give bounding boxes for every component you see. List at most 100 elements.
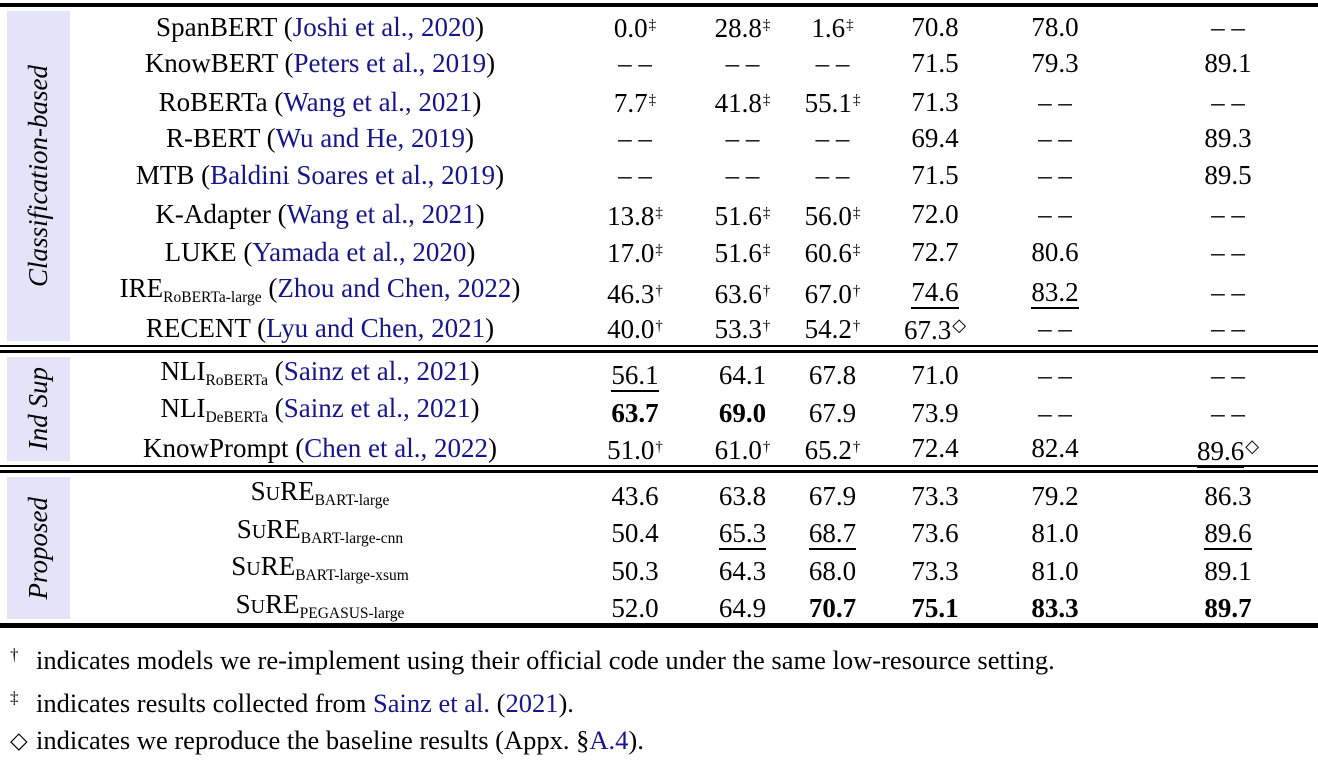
metric-cell: 68.7: [785, 515, 880, 553]
metric-value: 43.6: [611, 480, 659, 511]
metric-value: – –: [1211, 11, 1245, 42]
smallcap-letter: U: [265, 483, 281, 505]
citation-link[interactable]: Joshi et al., 2020: [292, 11, 475, 42]
model-name-cell: SUREBART-large-xsum: [70, 548, 570, 595]
metric-value: – –: [1211, 86, 1245, 117]
metric-cell: 28.8‡: [700, 7, 785, 48]
metric-cell: 17.0‡: [570, 232, 700, 273]
metric-cell: 54.2†: [785, 308, 880, 349]
footnote-text: indicates results collected from: [36, 688, 374, 718]
citation-link[interactable]: Baldini Soares et al., 2019: [210, 160, 496, 190]
row-group-rows: NLIRoBERTa (Sainz et al., 2021) 56.1 64.1 6…: [70, 353, 1318, 468]
metric-value: 68.0: [808, 555, 857, 586]
model-name: KnowPrompt: [143, 433, 289, 463]
model-name-subscript: BART-large-cnn: [300, 529, 404, 547]
citation-link[interactable]: Wang et al., 2021: [286, 199, 476, 229]
metric-value: – –: [618, 160, 652, 190]
metric-cell: 81.0: [990, 553, 1120, 591]
underlined-value: 74.6: [911, 277, 959, 309]
metric-value: – –: [1211, 236, 1245, 267]
footnote-citation-link[interactable]: A.4: [589, 725, 629, 755]
metric-cell: 41.8‡: [700, 82, 785, 123]
missing-value-cell: – –: [570, 157, 700, 195]
metric-value: 89.1: [1204, 47, 1252, 78]
footnote-citation-link[interactable]: Sainz et al.: [373, 688, 491, 718]
footnote-citation-link[interactable]: 2021: [505, 688, 559, 718]
metric-value: 41.8: [714, 88, 762, 118]
metric-value: 74.6: [911, 277, 959, 307]
results-table: Classification-based SpanBERT (Joshi et a…: [0, 3, 1318, 759]
missing-value-cell: – –: [570, 45, 700, 83]
metric-cell: 73.6: [880, 515, 990, 553]
missing-value-cell: – –: [785, 157, 880, 195]
missing-value-cell: – –: [700, 157, 785, 195]
row-group-band-column: Proposed: [0, 473, 70, 623]
metric-value: 86.3: [1204, 480, 1252, 511]
metric-value: 56.0: [804, 200, 852, 231]
dagger-marker: †: [852, 318, 861, 334]
metric-value: – –: [1038, 86, 1072, 117]
dagger-marker: ‡: [655, 204, 663, 221]
citation-link[interactable]: Chen et al., 2022: [304, 433, 488, 463]
metric-value: 89.5: [1204, 160, 1252, 190]
metric-cell: 67.3◇: [880, 307, 990, 350]
model-name-cell: R-BERT (Wu and He, 2019): [165, 122, 475, 153]
missing-value-cell: – –: [785, 45, 880, 83]
citation-link[interactable]: Zhou and Chen, 2022: [277, 272, 512, 303]
citation-link[interactable]: Wang et al., 2021: [283, 86, 473, 117]
missing-value-cell: – –: [990, 157, 1120, 195]
metric-value: 72.0: [911, 199, 959, 229]
smallcap-letter: U: [246, 558, 261, 580]
metric-value: 67.3: [903, 315, 952, 345]
metric-cell: 51.6‡: [700, 232, 785, 273]
metric-cell: 65.3: [700, 515, 785, 553]
citation-link[interactable]: Lyu and Chen, 2021: [266, 312, 486, 343]
underlined-value: 68.7: [808, 519, 857, 550]
metric-value: – –: [815, 160, 850, 190]
metric-cell: 72.0: [880, 196, 990, 234]
metric-cell: 0.0‡: [570, 7, 700, 48]
table-bottom-rule: [0, 623, 1318, 628]
metric-value: 53.3: [714, 314, 762, 344]
metric-value: – –: [1038, 397, 1072, 428]
metric-value: 60.6: [804, 238, 852, 268]
footnote-text: indicates we reproduce the baseline resu…: [36, 725, 590, 755]
row-group-band-column: Classification-based: [0, 7, 70, 345]
dagger-marker: ‡: [762, 92, 771, 108]
metric-value: 73.9: [911, 397, 959, 428]
metric-cell: 64.9: [700, 590, 785, 628]
missing-value-cell: – –: [1120, 196, 1318, 234]
metric-value: 71.3: [911, 86, 959, 117]
group-separator-rule: [0, 344, 1318, 353]
underlined-value: 83.2: [1031, 277, 1079, 309]
metric-value: – –: [1211, 360, 1245, 390]
metric-cell: 74.6: [880, 274, 990, 312]
missing-value-cell: – –: [990, 196, 1120, 234]
metric-value: 81.0: [1031, 518, 1079, 548]
model-name-cell: K-Adapter (Wang et al., 2021): [155, 199, 485, 229]
metric-cell: 89.7: [1120, 590, 1318, 628]
metric-value: 46.3: [607, 278, 655, 309]
metric-value: 80.6: [1031, 236, 1079, 267]
footnote-text: (: [490, 688, 506, 718]
citation-link[interactable]: Yamada et al., 2020: [252, 236, 467, 267]
model-name: SURE: [235, 588, 300, 619]
metric-value: 79.2: [1031, 480, 1079, 511]
citation-link[interactable]: Peters et al., 2019: [293, 47, 487, 78]
metric-cell: 51.0†: [570, 429, 700, 470]
metric-value: 56.1: [611, 360, 659, 390]
metric-value: 81.0: [1031, 555, 1079, 586]
metric-cell: 86.3: [1120, 478, 1318, 516]
metric-cell: 70.7: [785, 590, 880, 628]
metric-value: 40.0: [607, 314, 655, 344]
metric-cell: 68.0: [785, 553, 880, 591]
footnote-text: ).: [628, 725, 644, 755]
metric-value: 83.2: [1031, 277, 1079, 307]
citation-link[interactable]: Sainz et al., 2021: [283, 393, 471, 423]
citation-link[interactable]: Wu and He, 2019: [275, 122, 466, 153]
citation-link[interactable]: Sainz et al., 2021: [283, 355, 471, 386]
metric-value: 51.6: [714, 238, 762, 268]
metric-value: – –: [1211, 199, 1245, 229]
table-row: SUREBART-large 43.6 63.8 67.9 73.3 79.2 86.3: [70, 473, 1318, 511]
metric-cell: 89.3: [1120, 120, 1318, 158]
